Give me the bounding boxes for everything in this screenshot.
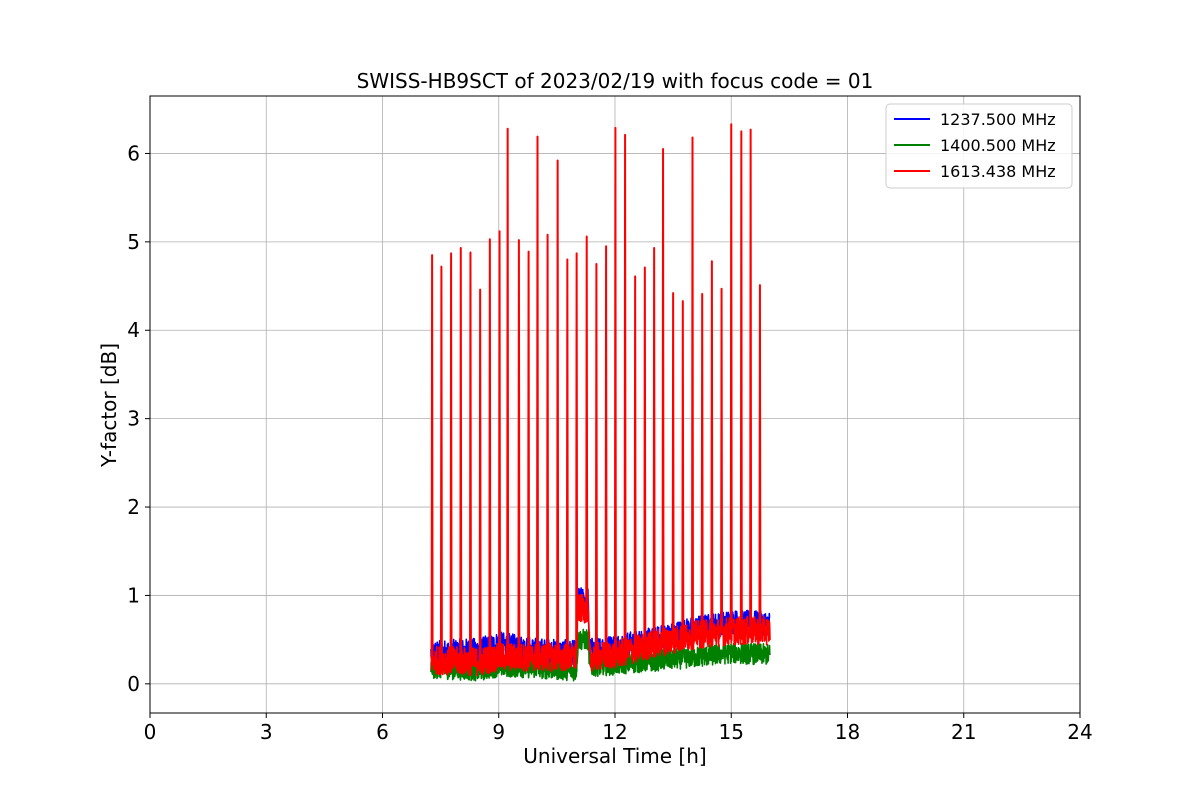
peak-spike	[430, 254, 434, 661]
x-tick-label: 6	[376, 720, 389, 744]
x-axis: 0 3 6 9 12 15 18 21 24	[144, 713, 1093, 744]
y-axis-label: Y-factor [dB]	[97, 343, 121, 468]
peak-spike	[469, 251, 472, 662]
legend-box	[885, 103, 1073, 189]
x-tick-label: 3	[260, 720, 273, 744]
peak-spike	[585, 235, 589, 609]
peak-spike	[594, 262, 598, 657]
peak-spike	[604, 245, 608, 656]
peak-spike	[546, 233, 550, 658]
peak-spike	[536, 135, 539, 658]
x-tick-label: 18	[835, 720, 860, 744]
peak-spike	[729, 123, 733, 631]
peak-spike	[517, 239, 521, 658]
peak-spike	[739, 130, 743, 631]
x-axis-label: Universal Time [h]	[523, 744, 706, 768]
peak-spike	[575, 252, 579, 648]
y-tick-label: 4	[127, 318, 140, 342]
peak-spike	[643, 266, 647, 647]
peak-spike	[633, 275, 637, 650]
peak-spike	[459, 247, 463, 662]
peak-spike	[623, 133, 627, 652]
peak-spike	[720, 287, 724, 632]
chart-title: SWISS-HB9SCT of 2023/02/19 with focus co…	[357, 69, 874, 93]
peak-spike	[449, 252, 453, 661]
y-tick-label: 6	[127, 141, 140, 165]
peak-spike	[749, 128, 753, 631]
peak-spike	[671, 292, 675, 640]
peak-spike	[478, 288, 482, 662]
peak-spike	[700, 293, 704, 635]
x-tick-label: 21	[951, 720, 976, 744]
peak-spike	[710, 260, 714, 634]
peak-spike	[661, 148, 665, 642]
legend-label-1237: 1237.500 MHz	[940, 110, 1056, 129]
series-line	[430, 593, 771, 677]
peak-spike	[758, 284, 762, 631]
peak-spike	[691, 136, 694, 636]
x-tick-label: 15	[719, 720, 744, 744]
peak-spike	[498, 230, 501, 658]
y-axis: 0 1 2 3 4 5 6	[127, 141, 150, 696]
y-tick-label: 5	[127, 230, 140, 254]
peak-spike	[652, 247, 656, 644]
peak-spike	[488, 238, 492, 660]
peak-spike	[527, 250, 531, 658]
x-tick-label: 0	[144, 720, 157, 744]
x-tick-label: 9	[492, 720, 505, 744]
x-tick-label: 12	[602, 720, 627, 744]
peak-spike	[506, 127, 510, 658]
peak-spike	[565, 258, 569, 658]
y-tick-label: 2	[127, 495, 140, 519]
legend-label-1613: 1613.438 MHz	[940, 162, 1056, 181]
x-tick-label: 24	[1067, 720, 1092, 744]
y-tick-label: 3	[127, 407, 140, 431]
series-1613-438-mhz	[430, 123, 771, 677]
y-tick-label: 1	[127, 583, 140, 607]
series-layer	[430, 123, 771, 682]
peak-spike	[556, 159, 560, 658]
peak-spike	[681, 300, 685, 638]
legend: 1237.500 MHz 1400.500 MHz 1613.438 MHz	[885, 103, 1073, 189]
y-tick-label: 0	[127, 672, 140, 696]
legend-label-1400: 1400.500 MHz	[940, 136, 1056, 155]
peak-spike	[439, 265, 443, 661]
peak-spike	[613, 126, 617, 655]
